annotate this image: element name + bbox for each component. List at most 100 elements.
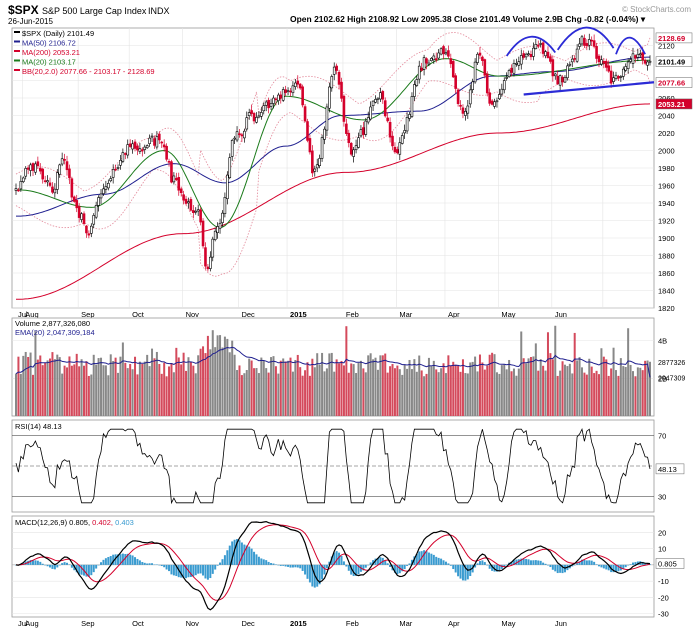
- volume-bar: [340, 360, 343, 416]
- macd-histogram-bar: [498, 564, 501, 571]
- volume-bar: [614, 370, 617, 416]
- price-candle-body: [192, 210, 195, 214]
- macd-histogram-bar: [529, 560, 532, 565]
- ma200-tag: [655, 98, 693, 110]
- price-candle-body: [357, 137, 360, 148]
- macd-histogram-bar: [308, 564, 311, 583]
- macd-histogram-bar: [597, 564, 600, 567]
- x-axis-label: May: [501, 619, 515, 628]
- volume-bar: [209, 349, 212, 416]
- volume-bar: [306, 362, 309, 416]
- price-candle-body: [473, 61, 477, 83]
- macd-histogram-bar: [168, 564, 171, 572]
- volume-bar: [396, 365, 399, 416]
- macd-histogram-bar: [571, 564, 574, 567]
- price-tick-label: 1880: [658, 252, 675, 261]
- price-candle-body: [243, 130, 246, 139]
- price-candle-body: [145, 145, 149, 149]
- price-candle-body: [451, 61, 455, 78]
- price-candle-body: [614, 74, 618, 79]
- volume-bar: [386, 372, 389, 416]
- price-candle-body: [464, 111, 467, 116]
- macd-histogram-bar: [578, 561, 581, 565]
- price-candle-body: [534, 43, 538, 49]
- volume-bar: [51, 352, 54, 416]
- price-candle-body: [641, 52, 645, 61]
- volume-bar: [231, 340, 234, 416]
- price-candle-body: [68, 168, 71, 179]
- volume-bar: [491, 352, 494, 416]
- macd-histogram-bar: [410, 559, 413, 565]
- macd-histogram-bar: [415, 553, 418, 565]
- volume-bar: [546, 332, 549, 416]
- price-candle-body: [648, 60, 652, 63]
- rsi-value-label: 48.13: [658, 465, 677, 474]
- macd-histogram-bar: [223, 555, 226, 565]
- volume-bar: [323, 371, 326, 416]
- price-candle-body: [510, 67, 513, 73]
- price-candle-body: [187, 201, 190, 204]
- price-candle-body: [143, 146, 147, 150]
- volume-tick-label: 2B: [658, 374, 667, 383]
- volume-bar: [138, 361, 141, 416]
- volume-bar: [328, 353, 331, 416]
- price-candle-body: [643, 60, 647, 64]
- volume-bar: [644, 360, 647, 416]
- volume-bar: [525, 363, 528, 416]
- price-candle-body: [515, 63, 518, 65]
- volume-bar: [63, 365, 66, 416]
- volume-bar: [114, 357, 117, 416]
- macd-histogram-bar: [427, 552, 430, 565]
- macd-histogram-bar: [85, 564, 88, 577]
- volume-bar: [267, 372, 270, 416]
- volume-bar: [46, 360, 49, 416]
- price-candle-body: [63, 159, 66, 161]
- volume-bar: [532, 356, 535, 416]
- price-candle-body: [284, 89, 287, 93]
- macd-histogram-bar: [109, 556, 112, 565]
- volume-bar: [512, 368, 515, 416]
- volume-bar: [464, 373, 467, 416]
- volume-bar: [595, 370, 598, 416]
- macd-histogram-bar: [520, 558, 523, 565]
- macd-histogram-bar: [287, 564, 290, 567]
- volume-bar: [155, 351, 158, 416]
- macd-histogram-bar: [291, 564, 294, 568]
- chart-name: S&P 500 Large Cap Index: [42, 6, 147, 16]
- macd-histogram-bar: [114, 554, 117, 565]
- price-candle-body: [566, 65, 569, 79]
- volume-bar: [90, 374, 93, 416]
- volume-bar: [437, 372, 440, 416]
- x-axis-label: May: [501, 310, 515, 319]
- volume-bar: [221, 347, 224, 416]
- volume-bar: [537, 370, 540, 416]
- price-candle-body: [48, 182, 52, 186]
- volume-bar: [471, 361, 474, 416]
- price-candle-body: [546, 51, 550, 58]
- macd-histogram-bar: [627, 564, 630, 566]
- macd-histogram-bar: [270, 563, 273, 565]
- price-candle-body: [551, 59, 555, 77]
- price-candle-body: [449, 58, 453, 65]
- volume-bar: [561, 361, 564, 416]
- price-panel: 1820 1840 1860 1880 1900 1920 1940 1960 1980 2000…: [11, 26, 693, 617]
- volume-bar: [136, 374, 139, 416]
- volume-bar: [83, 365, 86, 416]
- volume-bar: [284, 361, 287, 416]
- price-candle-body: [405, 117, 409, 132]
- volume-bar: [517, 368, 520, 416]
- price-candle-body: [160, 141, 164, 144]
- macd-legend-value: MACD(12,26,9) 0.805,: [15, 518, 92, 527]
- macd-histogram-bar: [379, 557, 382, 565]
- volume-bar: [78, 366, 81, 416]
- macd-histogram-bar: [267, 561, 270, 565]
- price-candle-body: [325, 106, 329, 131]
- price-candle-body: [109, 178, 113, 182]
- price-candle-body: [21, 177, 25, 182]
- volume-bar: [624, 366, 627, 416]
- price-candle-body: [471, 81, 474, 90]
- price-candle-body: [80, 213, 83, 220]
- macd-panel: -30-20-1001020MACD(12,26,9) 0.805, 0.402…: [11, 515, 685, 619]
- volume-bar: [607, 375, 610, 416]
- macd-histogram-bar: [459, 564, 462, 579]
